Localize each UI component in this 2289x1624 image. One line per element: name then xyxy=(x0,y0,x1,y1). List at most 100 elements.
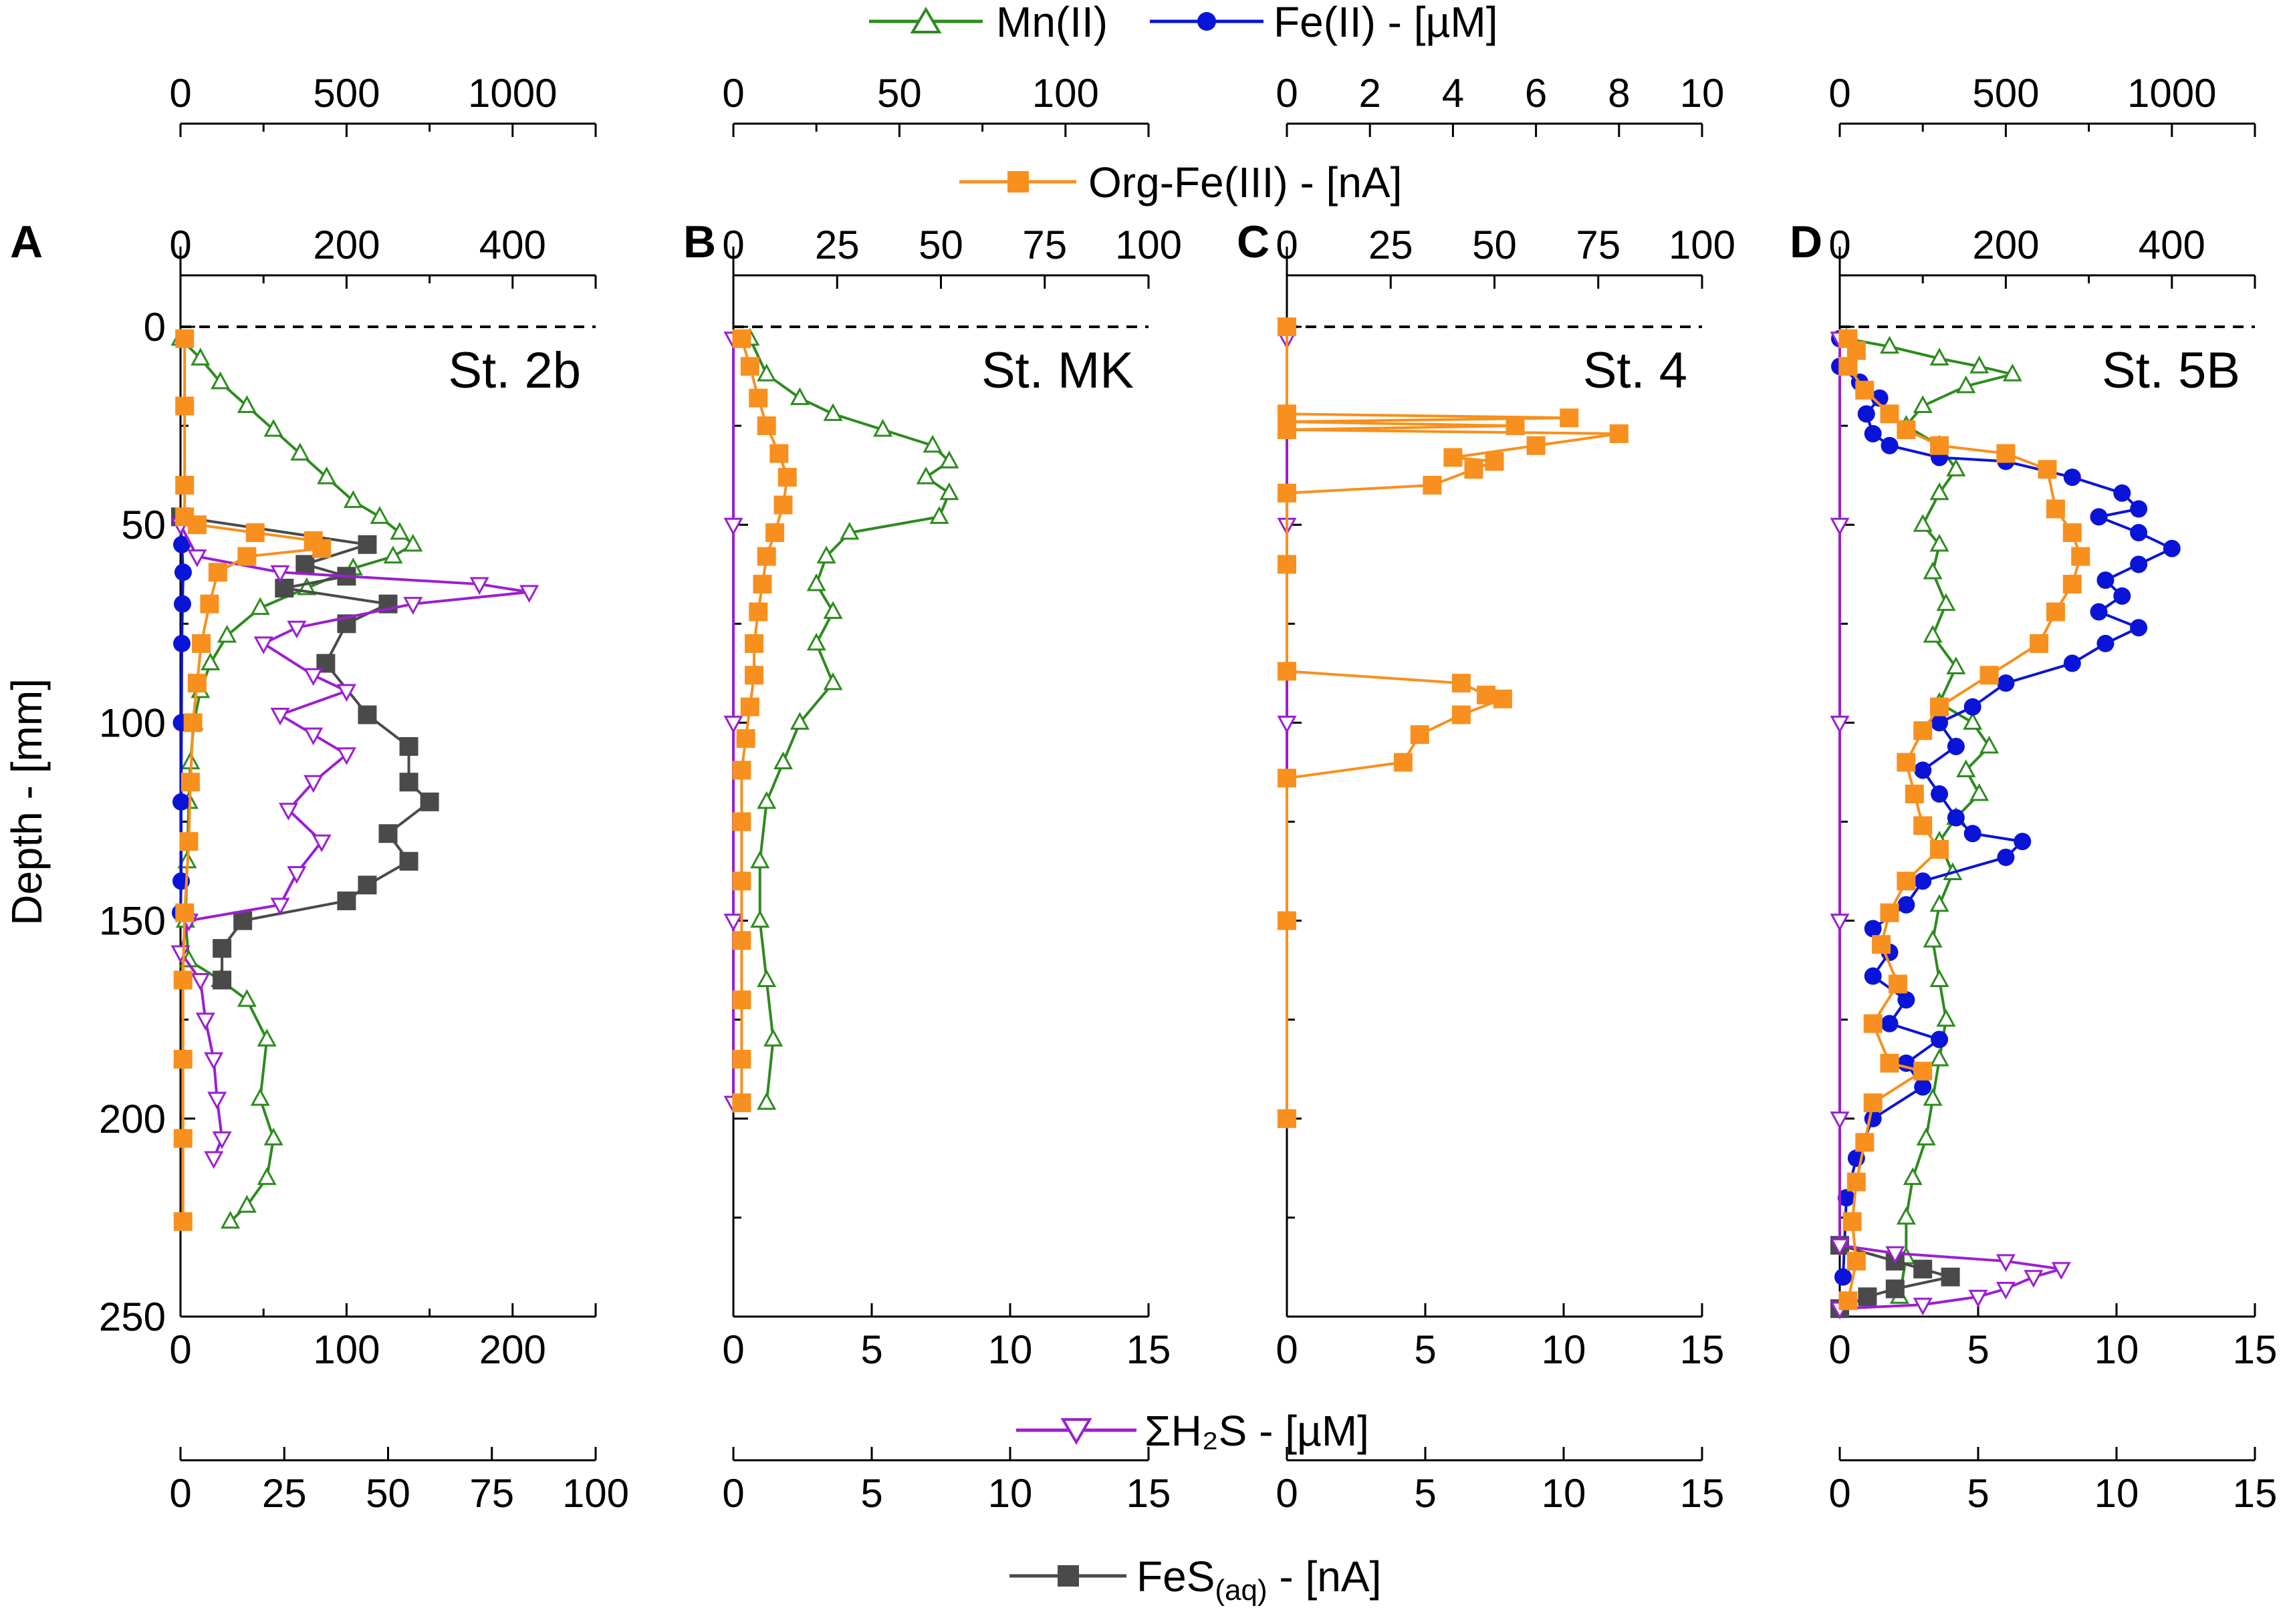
data-point xyxy=(1393,753,1413,772)
axis-tick-label: 10 xyxy=(988,1327,1033,1372)
data-point xyxy=(312,539,332,558)
data-point xyxy=(1929,969,1949,987)
series-mn-ii xyxy=(740,327,959,1110)
data-point xyxy=(180,773,200,792)
data-point xyxy=(1881,436,1899,454)
data-point xyxy=(1880,903,1899,922)
depth-tick-label: 100 xyxy=(99,700,166,745)
legend-fe-marker xyxy=(1197,12,1216,31)
data-point xyxy=(2002,363,2022,382)
panel-letter: B xyxy=(683,217,716,267)
data-point xyxy=(1838,1291,1858,1311)
axis-tick-label: 2 xyxy=(1359,71,1381,116)
axis-org: 0 25 50 75 100 xyxy=(722,223,1182,289)
data-point xyxy=(1897,896,1915,914)
data-point xyxy=(1881,1014,1899,1033)
data-point xyxy=(383,545,403,564)
data-point xyxy=(1956,759,1976,777)
series-line xyxy=(740,338,789,1103)
axis-org: 0 200 400 xyxy=(169,223,597,289)
data-point xyxy=(1855,380,1875,400)
data-point xyxy=(173,1049,193,1069)
data-point xyxy=(777,468,797,487)
data-point xyxy=(757,1091,777,1110)
data-point xyxy=(211,371,231,390)
data-point xyxy=(916,466,936,485)
data-point xyxy=(2030,634,2049,653)
data-point xyxy=(757,363,777,382)
data-point xyxy=(2113,587,2131,605)
axis-fes: 0 5 10 15 xyxy=(722,1447,1171,1516)
axis-h2s: 0 5 10 15 xyxy=(1828,1303,2277,1372)
data-point xyxy=(1913,816,1933,835)
axis-tick-label: 100 xyxy=(1115,223,1182,267)
data-point xyxy=(1871,389,1889,407)
data-point xyxy=(745,634,764,653)
panel-letter: D xyxy=(1790,217,1822,267)
data-point xyxy=(1969,783,1990,801)
data-point xyxy=(732,871,751,891)
data-point xyxy=(2062,575,2082,594)
data-point xyxy=(2163,539,2181,557)
data-point xyxy=(757,416,776,436)
data-point xyxy=(237,1194,257,1213)
axis-tick-label: 5 xyxy=(1414,1327,1436,1372)
data-point xyxy=(304,727,324,746)
data-point xyxy=(1929,348,1949,366)
data-point xyxy=(1947,737,1965,755)
legend-mn-label: Mn(II) xyxy=(996,0,1108,46)
legend-h2s: ΣH₂S - [µM] xyxy=(1016,1407,1369,1455)
series-h2s xyxy=(170,517,539,1170)
data-point xyxy=(757,791,777,809)
axis-tick-label: 10 xyxy=(1542,1471,1586,1516)
data-point xyxy=(207,1091,227,1110)
data-point xyxy=(287,866,307,884)
axis-tick-label: 0 xyxy=(1276,1327,1298,1372)
panel-letter: C xyxy=(1237,217,1270,267)
data-point xyxy=(790,712,810,730)
depth-tick-label: 200 xyxy=(99,1097,166,1141)
data-point xyxy=(1968,1289,1988,1308)
data-point xyxy=(2071,547,2090,566)
data-point xyxy=(253,636,273,655)
data-point xyxy=(1929,533,1949,552)
panel-c: CSt. 40 2 4 6 8 100 25 50 75 1000 5 10 150 5 10 15 xyxy=(1237,71,1735,1516)
data-point xyxy=(201,652,221,671)
data-point xyxy=(1560,408,1579,428)
data-point xyxy=(175,329,195,348)
data-point xyxy=(1913,514,1933,532)
data-point xyxy=(823,403,843,421)
axis-tick-label: 100 xyxy=(1032,71,1099,116)
data-point xyxy=(1858,1287,1877,1307)
data-point xyxy=(753,575,772,594)
data-point xyxy=(769,444,789,463)
data-point xyxy=(736,729,755,749)
data-point xyxy=(2024,1270,2044,1288)
axis-tick-label: 1000 xyxy=(2127,71,2216,116)
data-point xyxy=(773,495,793,515)
legend-fes-main: FeS xyxy=(1136,1552,1215,1601)
data-point xyxy=(1278,483,1296,503)
legend-mn-marker xyxy=(910,7,942,33)
data-point xyxy=(173,1129,193,1148)
data-point xyxy=(172,793,190,811)
data-point xyxy=(270,898,290,916)
series-org-fe-iii xyxy=(173,329,332,1231)
station-label: St. 5B xyxy=(2102,342,2240,399)
data-point xyxy=(403,597,423,615)
data-point xyxy=(519,585,539,603)
data-point xyxy=(740,357,759,376)
depth-tick-label: 250 xyxy=(99,1295,166,1339)
axis-org: 0 25 50 75 100 xyxy=(1276,223,1735,289)
data-point xyxy=(790,387,810,406)
data-point xyxy=(175,475,195,495)
data-point xyxy=(183,713,203,732)
data-point xyxy=(1278,662,1296,681)
data-point xyxy=(1864,424,1882,442)
axis-tick-label: 10 xyxy=(2094,1327,2139,1372)
data-point xyxy=(1936,1008,1956,1027)
data-point xyxy=(1278,420,1296,440)
data-point xyxy=(270,708,290,726)
data-point xyxy=(403,533,423,552)
data-point xyxy=(192,634,211,653)
